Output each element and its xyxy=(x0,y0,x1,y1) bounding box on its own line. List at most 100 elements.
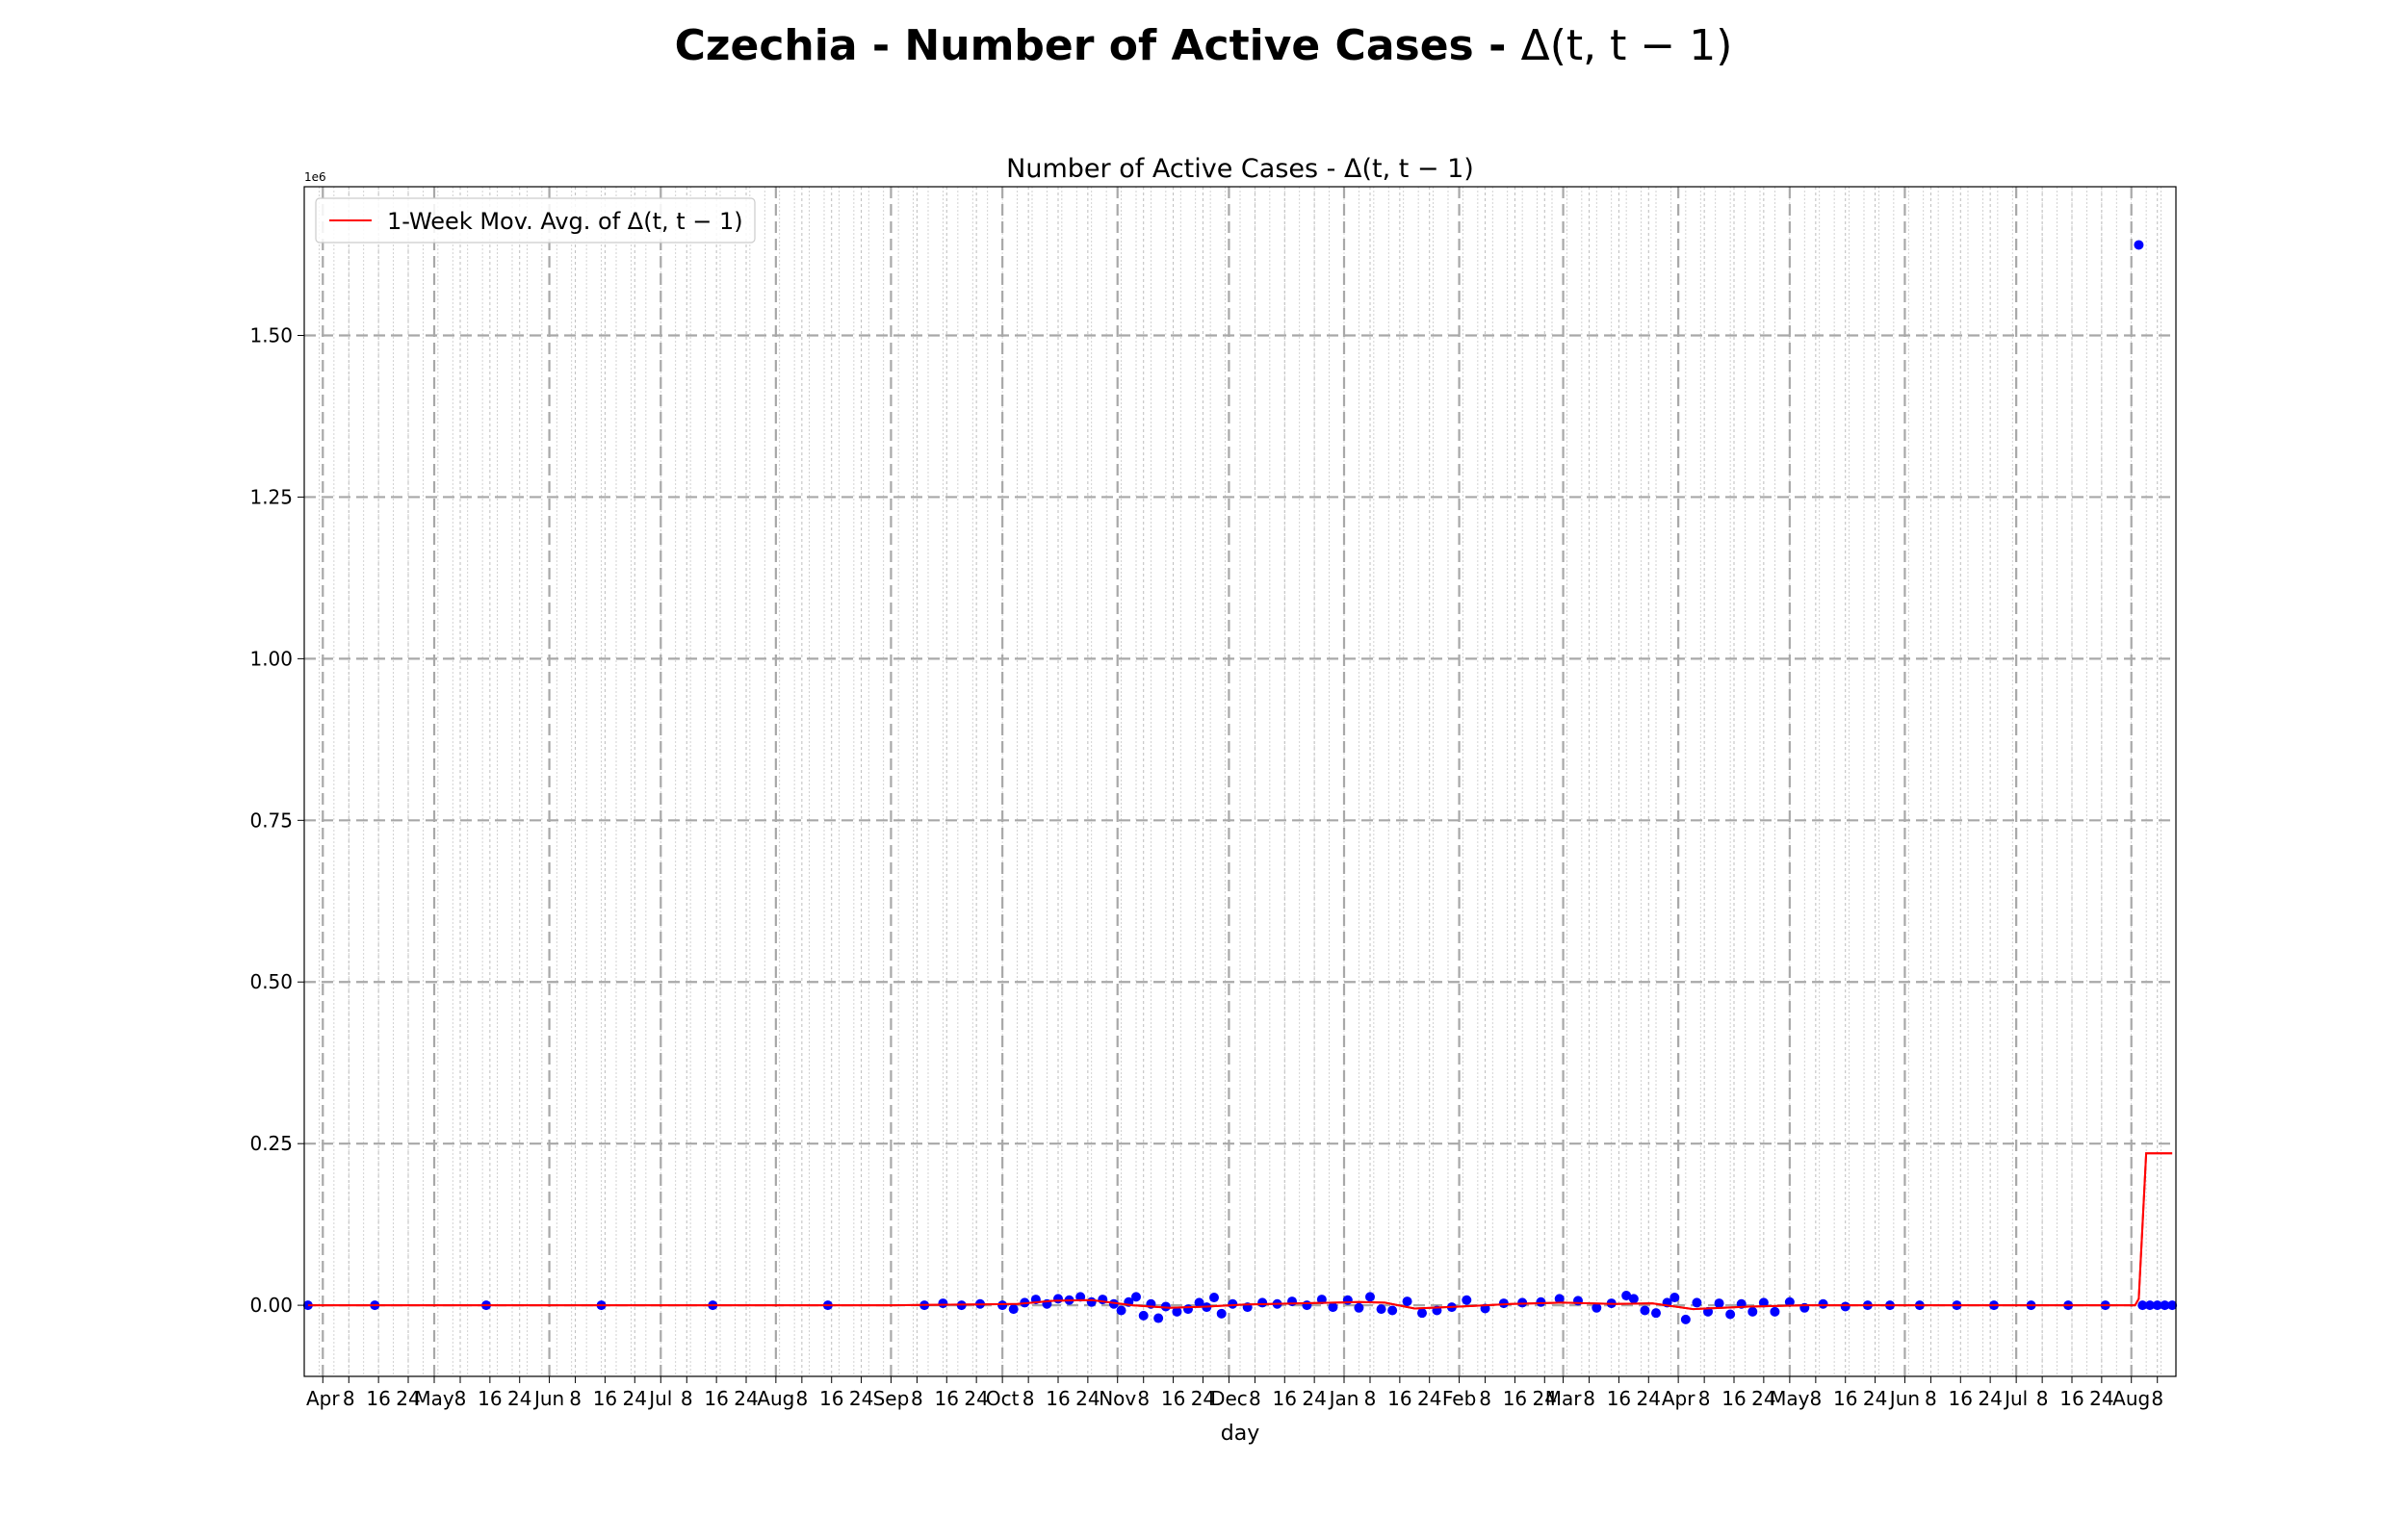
y-tick-label: 0.00 xyxy=(249,1294,293,1317)
x-tick-label: 16 xyxy=(819,1387,843,1410)
x-tick-label: Oct xyxy=(986,1387,1020,1410)
plot-series xyxy=(302,240,2178,1324)
data-point xyxy=(1216,1308,1227,1319)
data-point xyxy=(1086,1296,1097,1307)
legend-label: 1-Week Mov. Avg. of Δ(t, t − 1) xyxy=(387,208,743,235)
data-point xyxy=(2145,1300,2155,1311)
x-tick-label: 16 xyxy=(1046,1387,1070,1410)
data-point xyxy=(997,1300,1008,1311)
data-point xyxy=(2134,240,2144,250)
data-point xyxy=(1153,1313,1164,1323)
x-tick-label: 24 xyxy=(507,1387,531,1410)
x-tick-label: 8 xyxy=(1249,1387,1261,1410)
data-point xyxy=(1536,1296,1546,1307)
x-tick-label: 24 xyxy=(396,1387,420,1410)
x-tick-label: 16 xyxy=(704,1387,728,1410)
data-point xyxy=(1517,1297,1528,1308)
data-point xyxy=(1160,1301,1171,1312)
figure-title-text: Czechia - Number of Active Cases - xyxy=(674,21,1521,70)
data-point xyxy=(1116,1305,1126,1316)
x-tick-label: 16 xyxy=(1721,1387,1746,1410)
x-tick-label: May xyxy=(1770,1387,1810,1410)
data-point xyxy=(1138,1310,1149,1321)
x-tick-label: Jul xyxy=(647,1387,672,1410)
x-tick-label: Aug xyxy=(2112,1387,2150,1410)
x-tick-label: 24 xyxy=(623,1387,647,1410)
x-tick-label: 8 xyxy=(454,1387,467,1410)
x-tick-label: 24 xyxy=(1191,1387,1215,1410)
x-tick-label: Sep xyxy=(873,1387,910,1410)
data-point xyxy=(1365,1292,1375,1302)
data-point xyxy=(1573,1296,1583,1306)
data-point xyxy=(1554,1294,1565,1304)
x-tick-label: 8 xyxy=(1583,1387,1595,1410)
x-tick-label: Dec xyxy=(1210,1387,1248,1410)
x-tick-label: 8 xyxy=(569,1387,582,1410)
x-tick-label: Jan xyxy=(1328,1387,1359,1410)
x-tick-label: 16 xyxy=(1161,1387,1185,1410)
data-point xyxy=(1387,1305,1398,1316)
x-tick-label: 16 xyxy=(1503,1387,1527,1410)
data-point xyxy=(1628,1294,1639,1304)
data-point xyxy=(1714,1298,1724,1309)
legend-box xyxy=(315,197,756,244)
x-tick-label: 24 xyxy=(1863,1387,1887,1410)
x-tick-label: 8 xyxy=(1022,1387,1035,1410)
x-tick-label: 24 xyxy=(1075,1387,1100,1410)
y-tick-label: 0.25 xyxy=(249,1132,293,1155)
data-point xyxy=(938,1298,948,1309)
x-tick-label: Nov xyxy=(1099,1387,1136,1410)
x-tick-label: 16 xyxy=(366,1387,390,1410)
x-tick-label: 8 xyxy=(2036,1387,2049,1410)
x-tick-label: 8 xyxy=(911,1387,923,1410)
x-tick-label: 24 xyxy=(1637,1387,1661,1410)
data-point xyxy=(1651,1308,1661,1319)
data-point xyxy=(1302,1300,1312,1311)
data-point xyxy=(1172,1306,1182,1317)
y-tick-label: 1.00 xyxy=(249,647,293,670)
x-tick-label: 8 xyxy=(681,1387,693,1410)
x-tick-label: Jul xyxy=(2003,1387,2028,1410)
x-tick-label: 24 xyxy=(1751,1387,1775,1410)
x-tick-label: 24 xyxy=(734,1387,758,1410)
data-point xyxy=(1402,1296,1412,1307)
x-tick-label: 16 xyxy=(478,1387,502,1410)
data-point xyxy=(1840,1301,1851,1312)
data-point xyxy=(1194,1297,1204,1308)
data-point xyxy=(2167,1300,2178,1311)
data-point xyxy=(1462,1295,1472,1305)
data-point xyxy=(1228,1298,1238,1309)
data-point xyxy=(1354,1302,1364,1313)
x-tick-label: Jun xyxy=(532,1387,564,1410)
data-point xyxy=(1131,1292,1141,1302)
x-tick-label: May xyxy=(414,1387,454,1410)
legend: 1-Week Mov. Avg. of Δ(t, t − 1) xyxy=(315,197,756,244)
x-tick-label: 8 xyxy=(343,1387,355,1410)
data-point xyxy=(1725,1309,1736,1320)
moving-average-line-overlay xyxy=(307,1152,2173,1311)
data-point xyxy=(1342,1295,1353,1305)
data-point xyxy=(1498,1298,1509,1309)
x-tick-label: 8 xyxy=(1137,1387,1150,1410)
x-tick-label: 8 xyxy=(2151,1387,2163,1410)
plot-frame xyxy=(303,186,2177,1377)
x-tick-label: 16 xyxy=(2059,1387,2083,1410)
data-point xyxy=(1640,1305,1650,1316)
x-tick-label: 24 xyxy=(849,1387,873,1410)
data-point xyxy=(1784,1296,1795,1307)
data-point xyxy=(1592,1302,1602,1313)
data-point xyxy=(1328,1302,1338,1313)
x-axis-label: day xyxy=(1221,1422,1259,1446)
x-tick-label: 24 xyxy=(2089,1387,2113,1410)
x-tick-label: 24 xyxy=(1302,1387,1326,1410)
data-point xyxy=(1183,1304,1193,1315)
y-tick-label: 1.50 xyxy=(249,324,293,347)
x-tick-label: 8 xyxy=(1925,1387,1937,1410)
data-point xyxy=(1621,1291,1632,1301)
x-tick-label: 16 xyxy=(1607,1387,1631,1410)
grid-lines xyxy=(303,187,2177,1376)
data-point xyxy=(302,1300,313,1311)
data-point xyxy=(1692,1297,1702,1308)
